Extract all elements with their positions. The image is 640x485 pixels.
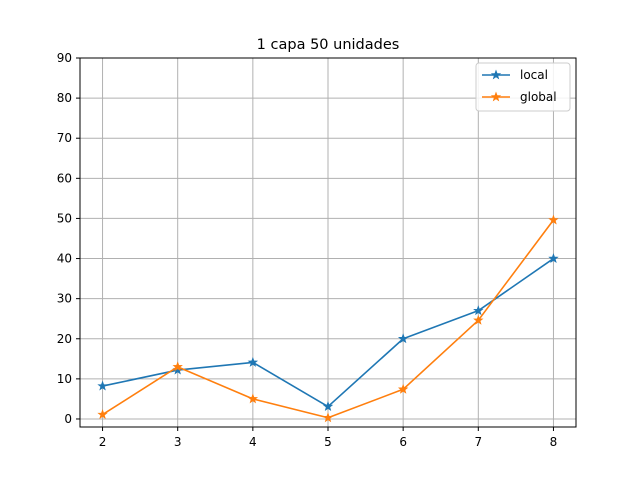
series-global: [97, 214, 559, 423]
y-tick-label: 60: [57, 171, 72, 185]
data-point: [473, 305, 484, 316]
x-tick-label: 8: [550, 435, 558, 449]
x-tick-label: 3: [174, 435, 182, 449]
y-tick-label: 0: [64, 412, 72, 426]
data-point: [473, 314, 484, 325]
y-tick-label: 40: [57, 252, 72, 266]
series-group: [97, 214, 559, 423]
data-point: [548, 214, 559, 225]
y-tick-label: 50: [57, 211, 72, 225]
data-point: [97, 380, 108, 391]
data-point: [247, 356, 259, 367]
data-point: [247, 393, 259, 404]
data-point: [97, 409, 108, 419]
x-tick-label: 4: [249, 435, 257, 449]
x-axis: 2 3 4 5 6 7 8: [99, 427, 558, 449]
legend-marker: [490, 91, 502, 102]
grid: [80, 57, 576, 427]
y-tick-label: 80: [57, 91, 72, 105]
x-tick-label: 7: [474, 435, 482, 449]
y-tick-label: 30: [57, 292, 72, 306]
y-axis: 0 10 20 30 40 50 60 70 80 90: [57, 51, 80, 426]
x-tick-label: 5: [324, 435, 332, 449]
chart-title: 1 capa 50 unidades: [257, 37, 400, 53]
data-point: [322, 412, 334, 423]
data-point: [172, 361, 183, 372]
legend-marker: [490, 69, 502, 80]
x-tick-label: 6: [399, 435, 407, 449]
y-tick-label: 90: [57, 51, 72, 65]
y-tick-label: 10: [57, 372, 72, 386]
y-tick-label: 70: [57, 131, 72, 145]
legend: local global: [475, 62, 571, 112]
series-local: [97, 253, 559, 411]
y-tick-label: 20: [57, 332, 72, 346]
legend-label: local: [520, 68, 548, 82]
data-point: [548, 253, 559, 263]
data-point: [322, 401, 334, 411]
data-point: [397, 383, 409, 394]
data-point: [397, 333, 409, 344]
legend-label: global: [520, 90, 557, 104]
x-tick-label: 2: [99, 435, 107, 449]
